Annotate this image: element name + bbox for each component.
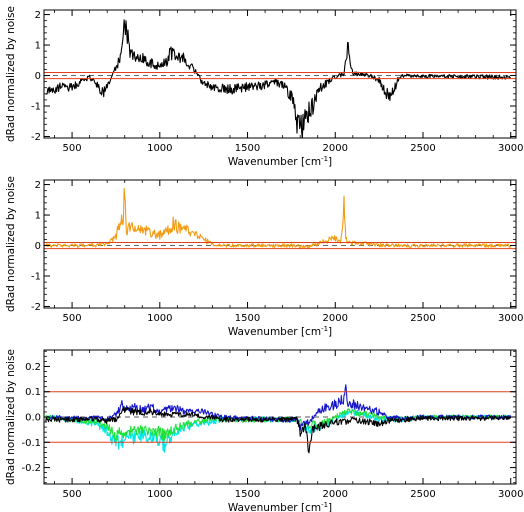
y-tick-label: 0.1 xyxy=(25,387,41,398)
chart-panel-1: 500 1000 1500 2000 2500 3000 -2 -1 0 1 2 Wavenumber… xyxy=(5,6,523,168)
x-tick-label: 1500 xyxy=(235,489,260,500)
y-tick-label: -2 xyxy=(31,132,41,143)
x-tick-label: 2000 xyxy=(323,313,348,324)
x-axis-title-main: Wavenumber [cm xyxy=(228,502,321,512)
y-tick-label: 2 xyxy=(35,180,41,191)
x-tick-label: 2500 xyxy=(410,143,435,154)
x-tick-label: 500 xyxy=(63,489,82,500)
x-tick-label: 1000 xyxy=(147,313,172,324)
x-tick-label: 1500 xyxy=(235,143,260,154)
y-axis-title: dRad normalized by noise xyxy=(5,349,17,485)
x-axis-title: Wavenumber [cm-1] xyxy=(228,155,332,168)
x-axis-title-main: Wavenumber [cm xyxy=(228,156,321,168)
plot-area xyxy=(44,187,516,250)
x-axis-title-tail: ] xyxy=(328,156,332,168)
x-tick-label: 3000 xyxy=(498,489,523,500)
y-tick-label: -2 xyxy=(31,302,41,313)
chart-panel-3: 500 1000 1500 2000 2500 3000 -0.2 -0.1 0.0 0.1 0.2… xyxy=(5,349,523,512)
x-tick-label: 1000 xyxy=(147,143,172,154)
x-axis-title-superscript: -1 xyxy=(321,501,328,509)
data-series-line xyxy=(45,187,512,250)
x-axis-title-superscript: -1 xyxy=(321,155,328,163)
y-tick-label: -0.1 xyxy=(21,438,41,449)
y-tick-label: 0.0 xyxy=(25,413,41,424)
y-tick-label: 2 xyxy=(35,10,41,21)
y-tick-label: 0.2 xyxy=(25,362,41,373)
y-tick-label: -1 xyxy=(31,272,41,283)
plot-area xyxy=(44,384,516,454)
x-tick-label: 3000 xyxy=(498,313,523,324)
y-axis-title: dRad normalized by noise xyxy=(5,6,17,142)
y-tick-label: 1 xyxy=(35,211,41,222)
chart-panel-2: 500 1000 1500 2000 2500 3000 -2 -1 0 1 2 Wavenumber… xyxy=(5,176,523,338)
plot-area xyxy=(44,19,516,138)
plot-frame xyxy=(43,179,517,309)
x-tick-label: 2000 xyxy=(323,489,348,500)
y-axis-title: dRad normalized by noise xyxy=(5,176,17,312)
data-series-line xyxy=(45,19,512,138)
plot-frame xyxy=(43,9,517,139)
x-tick-label: 2500 xyxy=(410,489,435,500)
x-tick-label: 1500 xyxy=(235,313,260,324)
x-axis-title-superscript: -1 xyxy=(321,325,328,333)
x-tick-label: 2500 xyxy=(410,313,435,324)
x-tick-label: 3000 xyxy=(498,143,523,154)
x-axis-title: Wavenumber [cm-1] xyxy=(228,325,332,338)
x-tick-label: 2000 xyxy=(323,143,348,154)
y-tick-label: -1 xyxy=(31,102,41,113)
y-tick-label: 0 xyxy=(35,71,41,82)
x-tick-label: 500 xyxy=(63,313,82,324)
x-tick-label: 1000 xyxy=(147,489,172,500)
x-axis-title-tail: ] xyxy=(328,502,332,512)
x-axis-title: Wavenumber [cm-1] xyxy=(228,501,332,512)
x-axis-title-tail: ] xyxy=(328,326,332,338)
y-tick-label: 0 xyxy=(35,241,41,252)
y-tick-label: -0.2 xyxy=(21,463,41,474)
x-tick-label: 500 xyxy=(63,143,82,154)
y-tick-label: 1 xyxy=(35,41,41,52)
data-series-line xyxy=(45,405,512,454)
x-axis-title-main: Wavenumber [cm xyxy=(228,326,321,338)
